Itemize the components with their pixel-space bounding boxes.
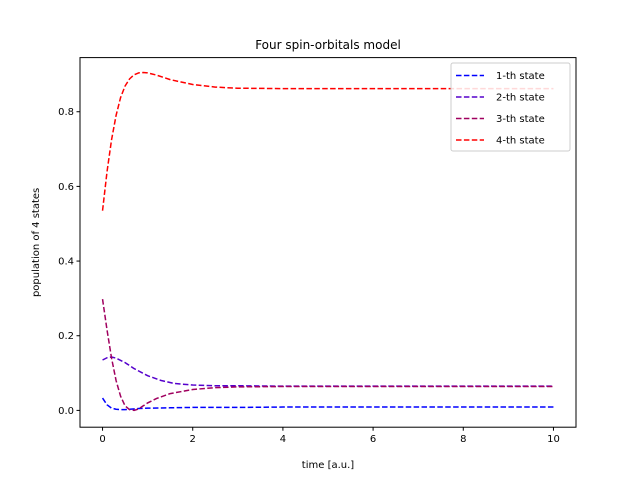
legend-label-1: 1-th state	[496, 71, 545, 82]
series-line-3	[101, 299, 554, 412]
y-tick-label: 0.6	[58, 182, 74, 193]
series-line-1	[101, 397, 554, 411]
y-tick-label: 0.0	[58, 406, 74, 417]
x-tick-label: 4	[280, 434, 286, 445]
ticks-layer: 0 2 4 6 8 10 0.0 0.2 0.4 0.6 0.8	[58, 107, 560, 445]
legend: 1-th state 2-th state 3-th state 4-th state	[450, 62, 571, 152]
x-axis-label: time [a.u.]	[302, 460, 354, 471]
x-tick-label: 10	[547, 434, 560, 445]
y-tick-label: 0.2	[58, 331, 74, 342]
chart-title: Four spin-orbitals model	[255, 38, 401, 52]
y-axis-label: population of 4 states	[31, 188, 42, 297]
series-layer	[101, 71, 554, 412]
legend-box	[450, 62, 571, 152]
y-tick-label: 0.4	[58, 257, 74, 268]
y-tick-label: 0.8	[58, 107, 74, 118]
legend-label-2: 2-th state	[496, 93, 545, 104]
x-tick-label: 0	[99, 434, 105, 445]
x-tick-label: 2	[190, 434, 196, 445]
x-tick-label: 8	[460, 434, 466, 445]
legend-label-3: 3-th state	[496, 114, 545, 125]
legend-items: 1-th state 2-th state 3-th state 4-th state	[456, 71, 545, 147]
legend-label-4: 4-th state	[496, 136, 545, 147]
series-line-4	[101, 71, 554, 211]
plot-frame	[79, 57, 577, 428]
x-tick-label: 6	[370, 434, 376, 445]
